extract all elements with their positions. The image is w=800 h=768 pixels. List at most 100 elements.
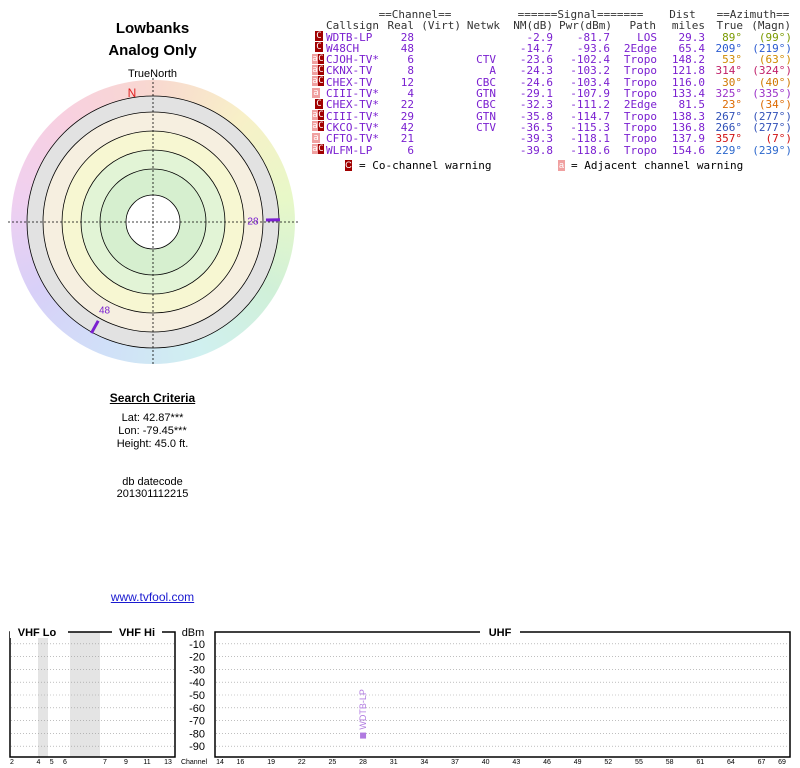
table-cell: -39.8	[519, 143, 553, 157]
table-cell: 121.8	[671, 64, 705, 78]
north-marker: N	[128, 86, 137, 100]
db-label: db datecode	[122, 476, 183, 488]
station-label: 28	[247, 216, 259, 227]
table-cell: 29.3	[678, 30, 706, 44]
table-cell: CIII-TV*	[326, 109, 379, 123]
table-cell: 116.0	[671, 75, 705, 89]
warning-flag: a	[312, 76, 318, 87]
table-cell: 30°	[722, 75, 742, 89]
warning-flag: a	[312, 64, 318, 75]
table-cell: -118.1	[570, 132, 610, 146]
table-cell: 133.4	[671, 87, 705, 100]
table-group-header: ==Channel==	[378, 8, 452, 21]
table-cell: WDTB-LP	[326, 30, 373, 44]
table-cell: (335°)	[752, 87, 792, 100]
table-cell: CBC	[476, 98, 496, 112]
table-cell: (7°)	[765, 132, 793, 146]
warning-flag: C	[318, 53, 324, 64]
y-tick-label: -50	[189, 690, 205, 702]
x-tick-label: 55	[635, 759, 643, 766]
station-label: 48	[99, 305, 111, 316]
table-cell: 138.3	[671, 109, 705, 123]
warning-flag: a	[312, 110, 318, 121]
table-cell: -93.6	[576, 41, 610, 55]
table-cell: -23.6	[519, 53, 553, 67]
warning-flag: C	[318, 76, 324, 87]
x-tick-label: 4	[37, 759, 41, 766]
table-cell: (219°)	[752, 41, 792, 55]
table-cell: 22	[400, 98, 414, 112]
y-tick-label: -60	[189, 703, 205, 715]
warning-flag: C	[318, 144, 324, 154]
warning-flag: C	[315, 31, 323, 41]
subtitle: Analog Only	[108, 42, 197, 59]
table-cell: CHEX-TV*	[326, 98, 379, 112]
band-label-bg	[10, 626, 68, 638]
table-cell: 6	[407, 143, 414, 157]
x-tick-label: 7	[103, 759, 107, 766]
table-cell: -107.9	[570, 87, 610, 100]
table-cell: -118.6	[570, 143, 610, 157]
legend-swatch: C	[345, 160, 352, 171]
table-cell: -114.7	[570, 109, 610, 123]
x-tick-label: 52	[604, 759, 612, 766]
table-header: Pwr(dBm)	[559, 19, 612, 32]
table-cell: GTN	[476, 87, 496, 100]
table-header: (Virt)	[421, 19, 461, 32]
y-tick-label: -30	[189, 664, 205, 676]
table-header: Real	[387, 19, 415, 32]
x-tick-label: 49	[574, 759, 582, 766]
x-tick-label: 19	[267, 759, 275, 766]
table-cell: CFTO-TV*	[326, 132, 379, 146]
table-cell: Tropo	[623, 87, 657, 100]
table-header: Netwk	[466, 19, 500, 32]
table-cell: -39.3	[519, 132, 553, 146]
table-cell: Tropo	[623, 143, 657, 157]
legend-swatch: a	[558, 160, 565, 171]
warning-flag: a	[312, 53, 318, 64]
table-cell: 6	[407, 53, 414, 67]
table-cell: WLFM-LP	[326, 143, 373, 157]
table-cell: -14.7	[519, 41, 553, 55]
table-cell: -111.2	[570, 98, 610, 112]
table-cell: 266°	[715, 120, 743, 134]
x-tick-label: 67	[758, 759, 766, 766]
table-cell: 48	[400, 41, 414, 55]
table-cell: A	[489, 64, 496, 78]
spectrum-chart: VHF Lo 2 4 5 6 VHF Hi 7 9 11 13 UHF 14 16 19 22 25 28 31 3…	[9, 626, 791, 766]
signal-bar	[360, 732, 367, 739]
x-tick-label: 9	[124, 759, 128, 766]
table-cell: 81.5	[678, 98, 706, 112]
x-tick-label: 37	[451, 759, 459, 766]
table-cell: (239°)	[752, 143, 792, 157]
legend-text: = Adjacent channel warning	[571, 159, 744, 172]
table-cell: -115.3	[570, 120, 610, 134]
band-label: VHF Hi	[119, 627, 155, 639]
y-tick-label: -70	[189, 716, 205, 728]
table-cell: Tropo	[623, 109, 657, 123]
table-cell: -102.4	[570, 53, 610, 67]
table-cell: Tropo	[623, 75, 657, 89]
x-tick-label: 28	[359, 759, 367, 766]
warning-flag: C	[318, 110, 324, 121]
x-tick-label: 11	[143, 759, 150, 766]
station-mark	[90, 320, 100, 334]
x-tick-label: 43	[512, 759, 520, 766]
table-cell: 357°	[715, 132, 743, 146]
table-cell: Tropo	[623, 64, 657, 78]
warning-flag: C	[318, 121, 324, 132]
table-cell: CBC	[476, 75, 496, 89]
x-tick-label: 64	[727, 759, 735, 766]
table-cell: -24.6	[519, 75, 553, 89]
table-cell: 21	[400, 132, 414, 146]
warning-flag: C	[318, 64, 324, 75]
table-cell: 267°	[715, 109, 743, 123]
site-link[interactable]: www.tvfool.com	[110, 590, 195, 604]
table-header: Path	[629, 19, 657, 32]
table-cell: 314°	[715, 64, 743, 78]
table-cell: Tropo	[623, 132, 657, 146]
table-cell: 2Edge	[623, 41, 657, 55]
legend-text: = Co-channel warning	[359, 159, 492, 172]
x-tick-label: 22	[298, 759, 306, 766]
